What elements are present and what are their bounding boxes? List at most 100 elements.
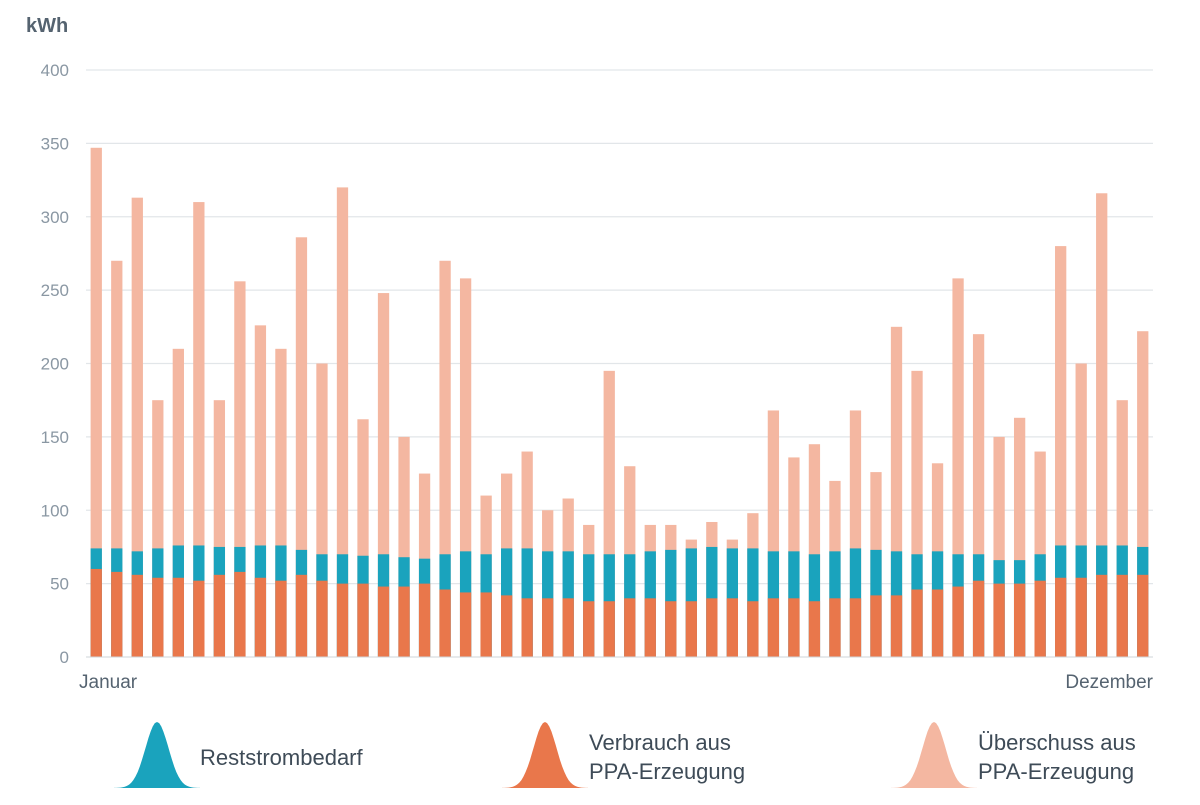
- series-bar: [213, 574, 226, 657]
- series-2: [90, 147, 1149, 658]
- series-bar: [275, 580, 287, 657]
- series-bar: [193, 202, 205, 657]
- series-bar: [439, 589, 451, 657]
- series-bar: [542, 598, 554, 657]
- x-axis-start-label: Januar: [79, 672, 138, 693]
- y-tick-label: 100: [41, 501, 69, 520]
- series-bar: [972, 580, 985, 657]
- series-bar: [993, 436, 1005, 657]
- series-bar: [234, 281, 246, 657]
- series-bar: [521, 598, 533, 657]
- series-bar: [931, 589, 944, 657]
- series-bar: [377, 293, 390, 657]
- series-bar: [377, 586, 390, 657]
- series-bar: [254, 325, 267, 657]
- series-bar: [767, 410, 780, 657]
- series-bar: [193, 580, 205, 657]
- series-bar: [213, 400, 226, 657]
- series-bar: [357, 419, 369, 657]
- series-bar: [1013, 417, 1026, 657]
- series-bar: [336, 187, 349, 657]
- series-bar: [788, 598, 800, 657]
- series-bar: [644, 598, 656, 657]
- legend-label: Überschuss aus PPA-Erzeugung: [978, 730, 1136, 784]
- y-tick-labels: 0 50 100 150 200 250 300 350 400: [41, 61, 69, 667]
- y-axis-title: kWh: [26, 15, 68, 37]
- legend-label: Verbrauch aus PPA-Erzeugung: [589, 730, 745, 784]
- legend-swatch: [891, 722, 977, 788]
- series-bar: [398, 436, 410, 657]
- series-bar: [808, 601, 821, 657]
- series-bar: [480, 592, 492, 657]
- series-bar: [90, 147, 102, 657]
- series-bar: [336, 583, 349, 657]
- y-tick-label: 50: [50, 575, 69, 594]
- series-bar: [1055, 246, 1067, 657]
- series-bar: [767, 598, 780, 657]
- series-bar: [665, 601, 677, 657]
- series-bar: [1075, 577, 1087, 657]
- series-bar: [1096, 574, 1108, 657]
- series-bar: [726, 598, 738, 657]
- series-bar: [152, 577, 164, 657]
- series-bar: [870, 595, 882, 657]
- series-bar: [747, 601, 759, 657]
- legend-swatch: [502, 722, 588, 788]
- series-0: [90, 545, 1149, 657]
- legend-label: Reststrombedarf: [200, 745, 364, 770]
- x-axis-end-label: Dezember: [1065, 672, 1153, 693]
- grid-lines: [86, 69, 1153, 585]
- series-bar: [1116, 574, 1128, 657]
- series-bar: [911, 589, 923, 657]
- y-tick-label: 300: [41, 208, 69, 227]
- series-bar: [1096, 193, 1108, 657]
- series-bar: [459, 592, 472, 657]
- y-tick-label: 350: [41, 134, 69, 153]
- series-bar: [1116, 400, 1128, 657]
- series-bar: [685, 601, 697, 657]
- series-bar: [1075, 363, 1087, 657]
- series-bar: [972, 334, 985, 657]
- series-bar: [172, 577, 184, 657]
- series-bar: [1137, 574, 1149, 657]
- series-bar: [316, 363, 328, 657]
- series-1: [90, 568, 1149, 657]
- series-bar: [90, 568, 102, 657]
- y-tick-label: 200: [41, 355, 69, 374]
- series-bar: [993, 583, 1005, 657]
- series-bar: [131, 574, 143, 657]
- series-bar: [952, 278, 964, 657]
- series-bar: [111, 260, 123, 657]
- series-bar: [254, 577, 267, 657]
- series-bar: [849, 598, 862, 657]
- series-bar: [172, 348, 184, 657]
- series-bar: [275, 348, 287, 657]
- series-bar: [952, 586, 964, 657]
- series-bar: [911, 370, 923, 657]
- series-bar: [808, 444, 821, 657]
- series-areas: [90, 147, 1149, 658]
- series-bar: [152, 400, 164, 657]
- series-bar: [829, 598, 841, 657]
- series-bar: [439, 260, 451, 657]
- series-bar: [890, 595, 903, 657]
- legend: Reststrombedarf Verbrauch aus PPA-Erzeugun…: [114, 722, 1136, 788]
- series-bar: [111, 571, 123, 657]
- series-bar: [501, 595, 513, 657]
- series-bar: [583, 601, 595, 657]
- legend-swatch: [114, 722, 200, 788]
- series-bar: [603, 601, 615, 657]
- series-bar: [849, 410, 862, 657]
- y-tick-label: 150: [41, 428, 69, 447]
- series-bar: [295, 574, 308, 657]
- series-bar: [295, 237, 308, 658]
- series-bar: [1137, 331, 1149, 657]
- series-bar: [357, 583, 369, 657]
- y-tick-label: 250: [41, 281, 69, 300]
- series-bar: [459, 278, 472, 657]
- y-tick-label: 0: [60, 648, 69, 667]
- series-bar: [624, 598, 636, 657]
- series-bar: [316, 580, 328, 657]
